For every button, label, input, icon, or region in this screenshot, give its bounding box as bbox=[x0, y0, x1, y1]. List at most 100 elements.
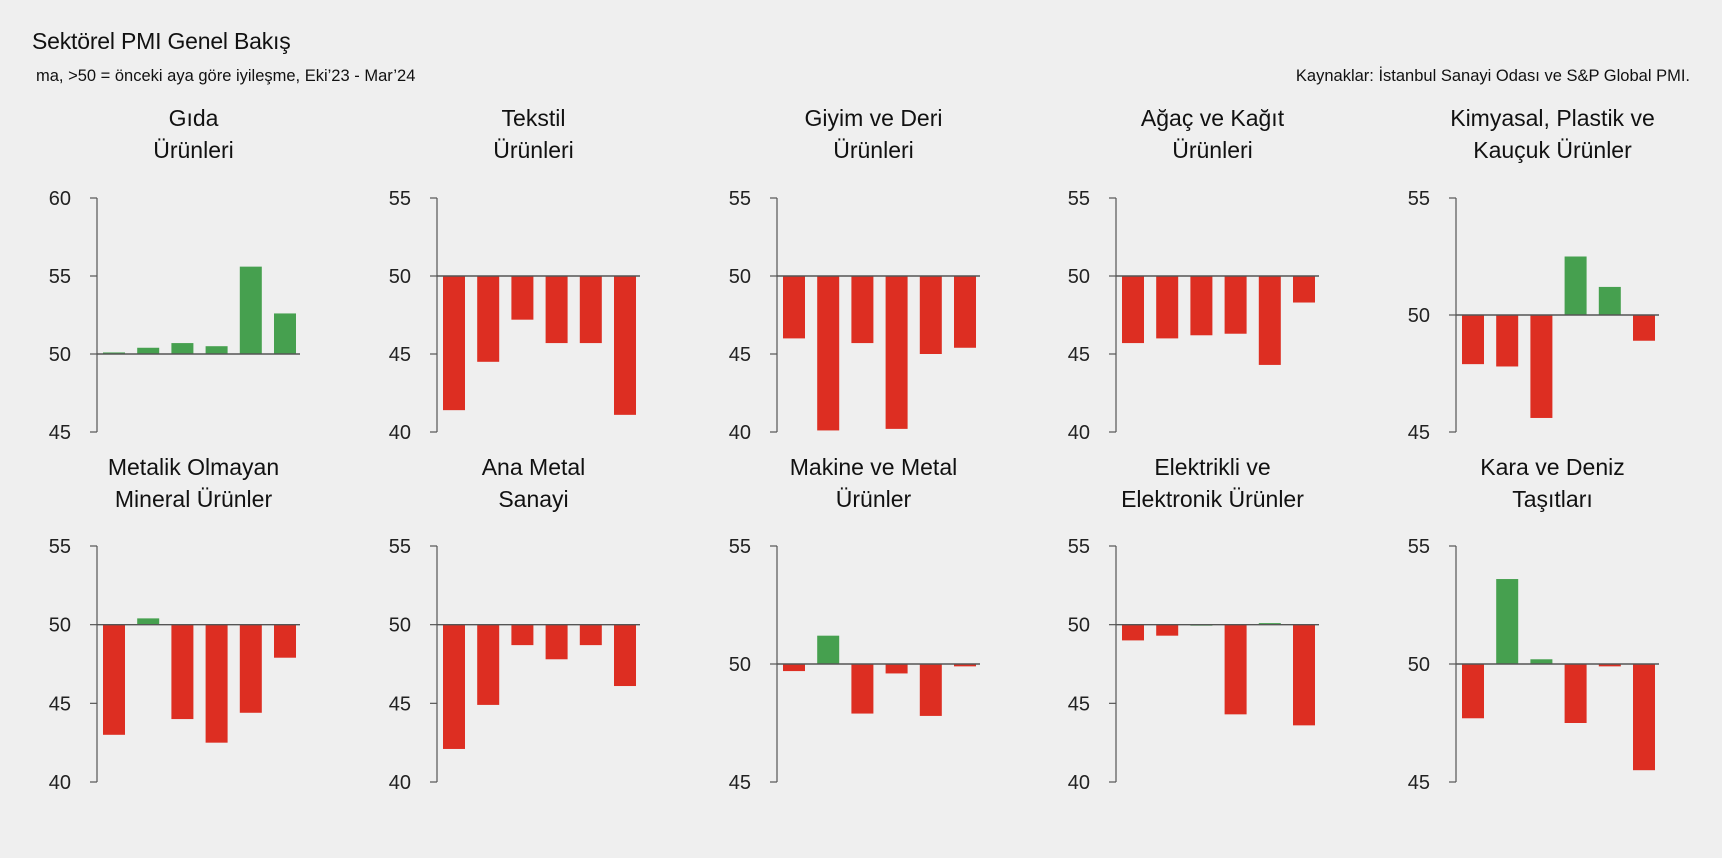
bar bbox=[954, 276, 976, 348]
bar bbox=[171, 624, 194, 720]
bar bbox=[1462, 315, 1484, 365]
bar bbox=[1496, 579, 1519, 664]
bar bbox=[511, 276, 534, 320]
bar bbox=[1633, 664, 1655, 771]
bar bbox=[205, 346, 228, 354]
y-tick-label: 45 bbox=[1408, 422, 1430, 444]
chart-title-line: Ürünleri bbox=[833, 137, 914, 163]
bar bbox=[1258, 276, 1281, 365]
bar bbox=[919, 664, 942, 716]
chart-title-line: Kara ve Deniz bbox=[1480, 454, 1624, 480]
bar bbox=[545, 624, 568, 660]
chart-title-line: Sanayi bbox=[498, 486, 568, 512]
chart-title-line: Makine ve Metal bbox=[790, 454, 957, 480]
y-tick-label: 45 bbox=[49, 693, 71, 715]
bar bbox=[1564, 664, 1587, 723]
chart-title-line: Kauçuk Ürünler bbox=[1473, 137, 1632, 163]
page-subtitle: ma, >50 = önceki aya göre iyileşme, Eki’… bbox=[36, 67, 416, 85]
y-tick-label: 40 bbox=[729, 422, 751, 444]
bar bbox=[1496, 315, 1519, 367]
bar bbox=[1156, 624, 1179, 636]
bar bbox=[954, 664, 976, 667]
y-tick-label: 50 bbox=[729, 654, 751, 676]
bar bbox=[1190, 276, 1213, 336]
y-tick-label: 55 bbox=[389, 536, 411, 558]
bar bbox=[477, 624, 500, 705]
y-tick-label: 45 bbox=[49, 422, 71, 444]
y-tick-label: 55 bbox=[49, 266, 71, 288]
y-tick-label: 45 bbox=[1408, 772, 1430, 794]
y-tick-label: 50 bbox=[1068, 615, 1090, 637]
y-tick-label: 50 bbox=[729, 266, 751, 288]
y-tick-label: 40 bbox=[1068, 772, 1090, 794]
y-tick-label: 45 bbox=[1068, 344, 1090, 366]
y-tick-label: 50 bbox=[389, 615, 411, 637]
chart-title-line: Elektronik Ürünler bbox=[1121, 486, 1304, 512]
bar bbox=[1530, 315, 1553, 418]
chart-title-line: Ürünleri bbox=[153, 137, 234, 163]
chart-title-line: Taşıtları bbox=[1512, 486, 1593, 512]
y-tick-label: 55 bbox=[49, 536, 71, 558]
y-tick-label: 55 bbox=[1068, 536, 1090, 558]
chart-title-line: Gıda bbox=[169, 105, 219, 131]
y-tick-label: 45 bbox=[389, 344, 411, 366]
y-tick-label: 50 bbox=[1068, 266, 1090, 288]
bar bbox=[579, 624, 602, 646]
bar bbox=[137, 618, 160, 625]
y-tick-label: 40 bbox=[389, 772, 411, 794]
y-tick-label: 55 bbox=[729, 536, 751, 558]
bar bbox=[1633, 315, 1655, 341]
bar bbox=[885, 664, 908, 674]
bar bbox=[239, 624, 262, 713]
bar bbox=[1598, 664, 1621, 667]
bar bbox=[1462, 664, 1484, 719]
chart-title-line: Tekstil bbox=[502, 105, 566, 131]
bar bbox=[103, 624, 125, 735]
bar bbox=[851, 276, 874, 344]
bar bbox=[545, 276, 568, 344]
chart-title-line: Ana Metal bbox=[482, 454, 586, 480]
chart-title-line: Mineral Ürünler bbox=[115, 486, 273, 512]
y-tick-label: 45 bbox=[729, 344, 751, 366]
bar bbox=[239, 266, 262, 354]
y-tick-label: 45 bbox=[1068, 693, 1090, 715]
chart-title-line: Ağaç ve Kağıt bbox=[1141, 105, 1285, 131]
bar bbox=[1224, 276, 1247, 334]
bar bbox=[103, 352, 125, 354]
bar bbox=[783, 664, 805, 672]
bar bbox=[885, 276, 908, 429]
source-note: Kaynaklar: İstanbul Sanayi Odası ve S&P … bbox=[1295, 67, 1690, 85]
bar bbox=[919, 276, 942, 354]
bar bbox=[274, 624, 296, 658]
bar bbox=[1258, 623, 1281, 625]
y-tick-label: 55 bbox=[729, 188, 751, 210]
bar bbox=[511, 624, 534, 646]
bar bbox=[477, 276, 500, 362]
bar bbox=[171, 343, 194, 354]
y-tick-label: 50 bbox=[49, 615, 71, 637]
bar bbox=[817, 276, 840, 431]
bar bbox=[851, 664, 874, 714]
y-tick-label: 50 bbox=[1408, 305, 1430, 327]
chart-title-line: Elektrikli ve bbox=[1154, 454, 1270, 480]
chart-title-line: Ürünler bbox=[836, 486, 912, 512]
chart-title-line: Kimyasal, Plastik ve bbox=[1450, 105, 1655, 131]
bar bbox=[137, 347, 160, 354]
bar bbox=[443, 624, 465, 749]
bar bbox=[614, 624, 636, 687]
y-tick-label: 45 bbox=[389, 693, 411, 715]
y-tick-label: 40 bbox=[389, 422, 411, 444]
y-tick-label: 55 bbox=[389, 188, 411, 210]
page-title: Sektörel PMI Genel Bakış bbox=[32, 28, 291, 54]
y-tick-label: 45 bbox=[729, 772, 751, 794]
bar bbox=[1530, 659, 1553, 664]
chart-title-line: Ürünleri bbox=[1172, 137, 1253, 163]
y-tick-label: 55 bbox=[1408, 536, 1430, 558]
y-tick-label: 60 bbox=[49, 188, 71, 210]
bar bbox=[1156, 276, 1179, 339]
bar bbox=[1293, 276, 1315, 303]
bar bbox=[579, 276, 602, 344]
bar bbox=[1293, 624, 1315, 726]
bar bbox=[817, 635, 840, 664]
y-tick-label: 55 bbox=[1408, 188, 1430, 210]
